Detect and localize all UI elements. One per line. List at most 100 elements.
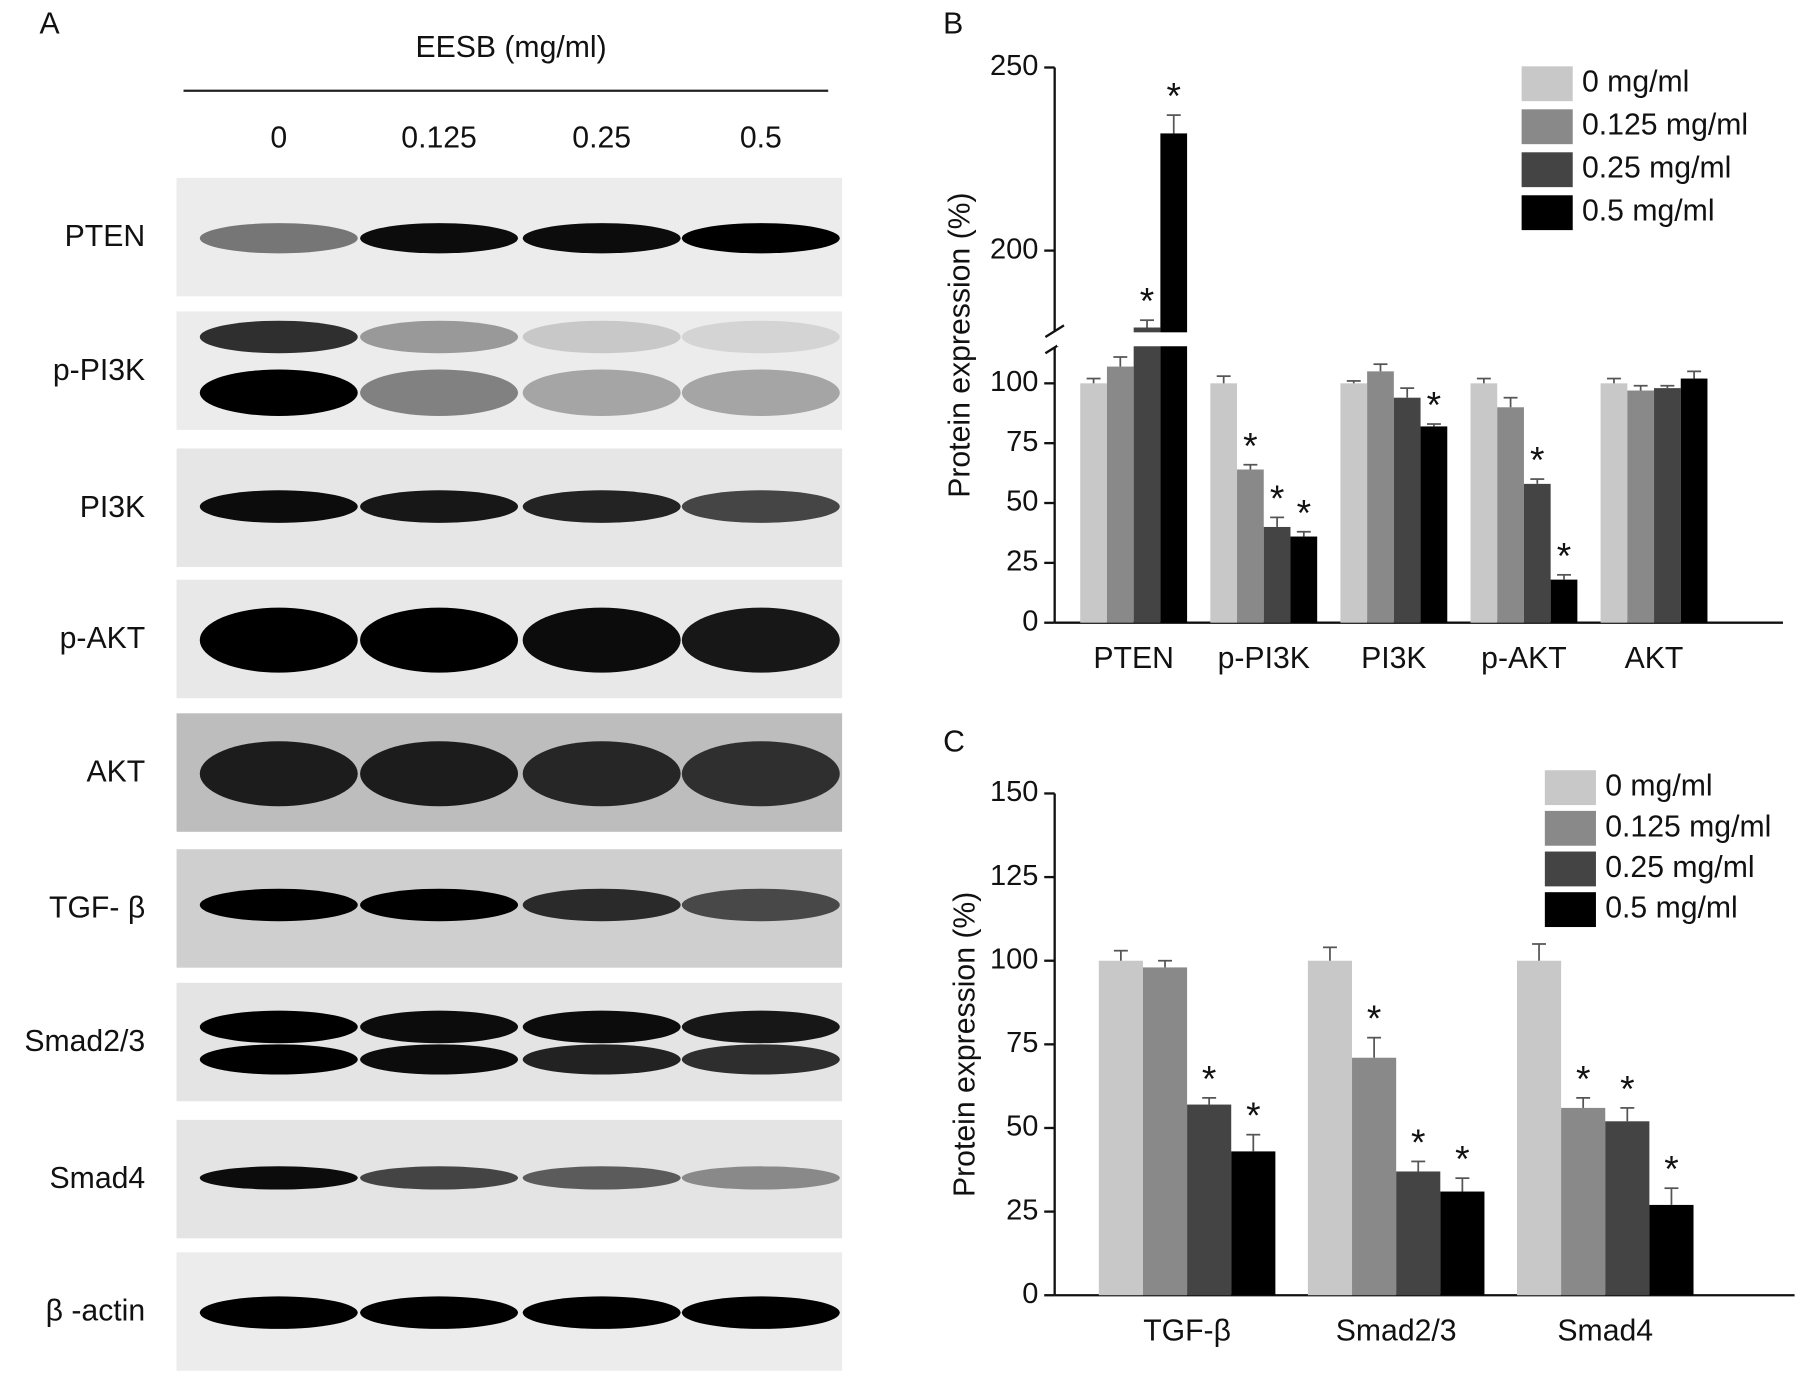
lane-label: 0: [270, 121, 287, 154]
blot-band: [360, 490, 519, 523]
significance-mark: *: [1427, 384, 1441, 426]
protein-label: AKT: [86, 756, 145, 789]
legend-swatch: [1544, 892, 1596, 928]
blot-band: [522, 607, 681, 673]
bar: [1142, 967, 1188, 1296]
bar: [1307, 960, 1353, 1296]
blot-band: [522, 1010, 681, 1044]
bar: [1106, 366, 1134, 623]
blot-band: [360, 320, 519, 354]
significance-mark: *: [1411, 1121, 1425, 1163]
blot-band: [199, 223, 358, 254]
bar: [1605, 1121, 1650, 1296]
blot-band: [360, 1010, 519, 1044]
blot-band: [199, 741, 358, 807]
protein-label: PI3K: [80, 491, 145, 524]
y-tick-label: 75: [1006, 1027, 1038, 1059]
bar: [1440, 1191, 1485, 1296]
legend-label: 0.125 mg/ml: [1605, 810, 1771, 843]
blot-band: [199, 369, 358, 416]
blot-band: [360, 607, 519, 673]
x-tick-label: PI3K: [1361, 642, 1426, 675]
blot-band: [360, 223, 519, 254]
y-tick-label: 250: [990, 50, 1038, 82]
blot-band: [681, 1296, 840, 1329]
blot-band: [681, 1010, 840, 1044]
bar: [1080, 383, 1107, 623]
blot-band: [199, 1166, 358, 1190]
y-tick-label: 25: [1006, 1194, 1038, 1226]
panel-label: B: [943, 8, 963, 41]
bar: [1340, 383, 1368, 623]
x-tick-label: PTEN: [1093, 642, 1174, 675]
blot-band: [199, 320, 358, 354]
x-tick-label: AKT: [1625, 642, 1684, 675]
bar: [1237, 469, 1264, 623]
bar: [1290, 536, 1318, 623]
blot-band: [360, 1044, 519, 1075]
lane-label: 0.5: [740, 121, 782, 154]
y-tick-label: 125: [990, 860, 1038, 892]
legend-label: 0 mg/ml: [1605, 770, 1712, 803]
y-tick-label: 50: [1006, 1111, 1038, 1143]
x-tick-label: Smad4: [1557, 1314, 1653, 1347]
blot-band: [681, 369, 840, 416]
blot-band: [681, 1044, 840, 1075]
y-tick-label: 100: [990, 943, 1038, 975]
bar: [1263, 526, 1291, 623]
y-tick-label: 150: [990, 776, 1038, 808]
bar: [1654, 388, 1681, 623]
blot-band: [681, 320, 840, 354]
blot-band: [522, 1296, 681, 1329]
significance-mark: *: [1455, 1138, 1469, 1180]
y-tick-label: 100: [990, 366, 1038, 398]
blot-band: [522, 888, 681, 922]
legend-swatch: [1544, 810, 1596, 846]
y-tick-label: 75: [1006, 426, 1038, 458]
blot-band: [522, 490, 681, 523]
legend-label: 0 mg/ml: [1582, 66, 1689, 99]
significance-mark: *: [1167, 75, 1181, 117]
blot-band: [360, 741, 519, 807]
legend-label: 0.5 mg/ml: [1582, 195, 1715, 228]
lane-label: 0.25: [572, 121, 631, 154]
bar: [1600, 383, 1628, 623]
bar: [1393, 397, 1421, 623]
significance-mark: *: [1243, 424, 1257, 466]
panel-label: A: [39, 8, 60, 41]
x-tick-label: p-AKT: [1481, 642, 1567, 675]
y-tick-label: 50: [1006, 486, 1038, 518]
y-axis-label: Protein expression (%): [944, 192, 977, 497]
significance-mark: *: [1297, 491, 1311, 533]
bar: [1352, 1057, 1397, 1296]
significance-mark: *: [1140, 280, 1154, 322]
significance-mark: *: [1246, 1094, 1260, 1136]
blot-band: [522, 741, 681, 807]
x-tick-label: TGF-β: [1143, 1314, 1231, 1347]
y-tick-label: 0: [1022, 605, 1038, 637]
bar: [1470, 383, 1498, 623]
significance-mark: *: [1664, 1148, 1678, 1190]
blot-band: [522, 1166, 681, 1190]
legend-swatch: [1521, 195, 1573, 231]
bar: [1187, 1104, 1232, 1296]
significance-mark: *: [1576, 1057, 1590, 1099]
y-tick-label: 25: [1006, 546, 1038, 578]
blot-band: [681, 741, 840, 807]
significance-mark: *: [1530, 439, 1544, 481]
bar: [1561, 1107, 1606, 1296]
legend-swatch: [1544, 770, 1596, 806]
blot-band: [199, 1296, 358, 1329]
y-tick-label: 0: [1022, 1278, 1038, 1310]
blot-band: [681, 223, 840, 254]
blot-band: [360, 369, 519, 416]
bar: [1396, 1171, 1441, 1296]
blot-band: [199, 607, 358, 673]
bar: [1210, 383, 1238, 623]
blot-band: [522, 369, 681, 416]
blot-band: [199, 1044, 358, 1075]
lane-label: 0.125: [401, 121, 477, 154]
protein-label: p-AKT: [60, 622, 146, 655]
